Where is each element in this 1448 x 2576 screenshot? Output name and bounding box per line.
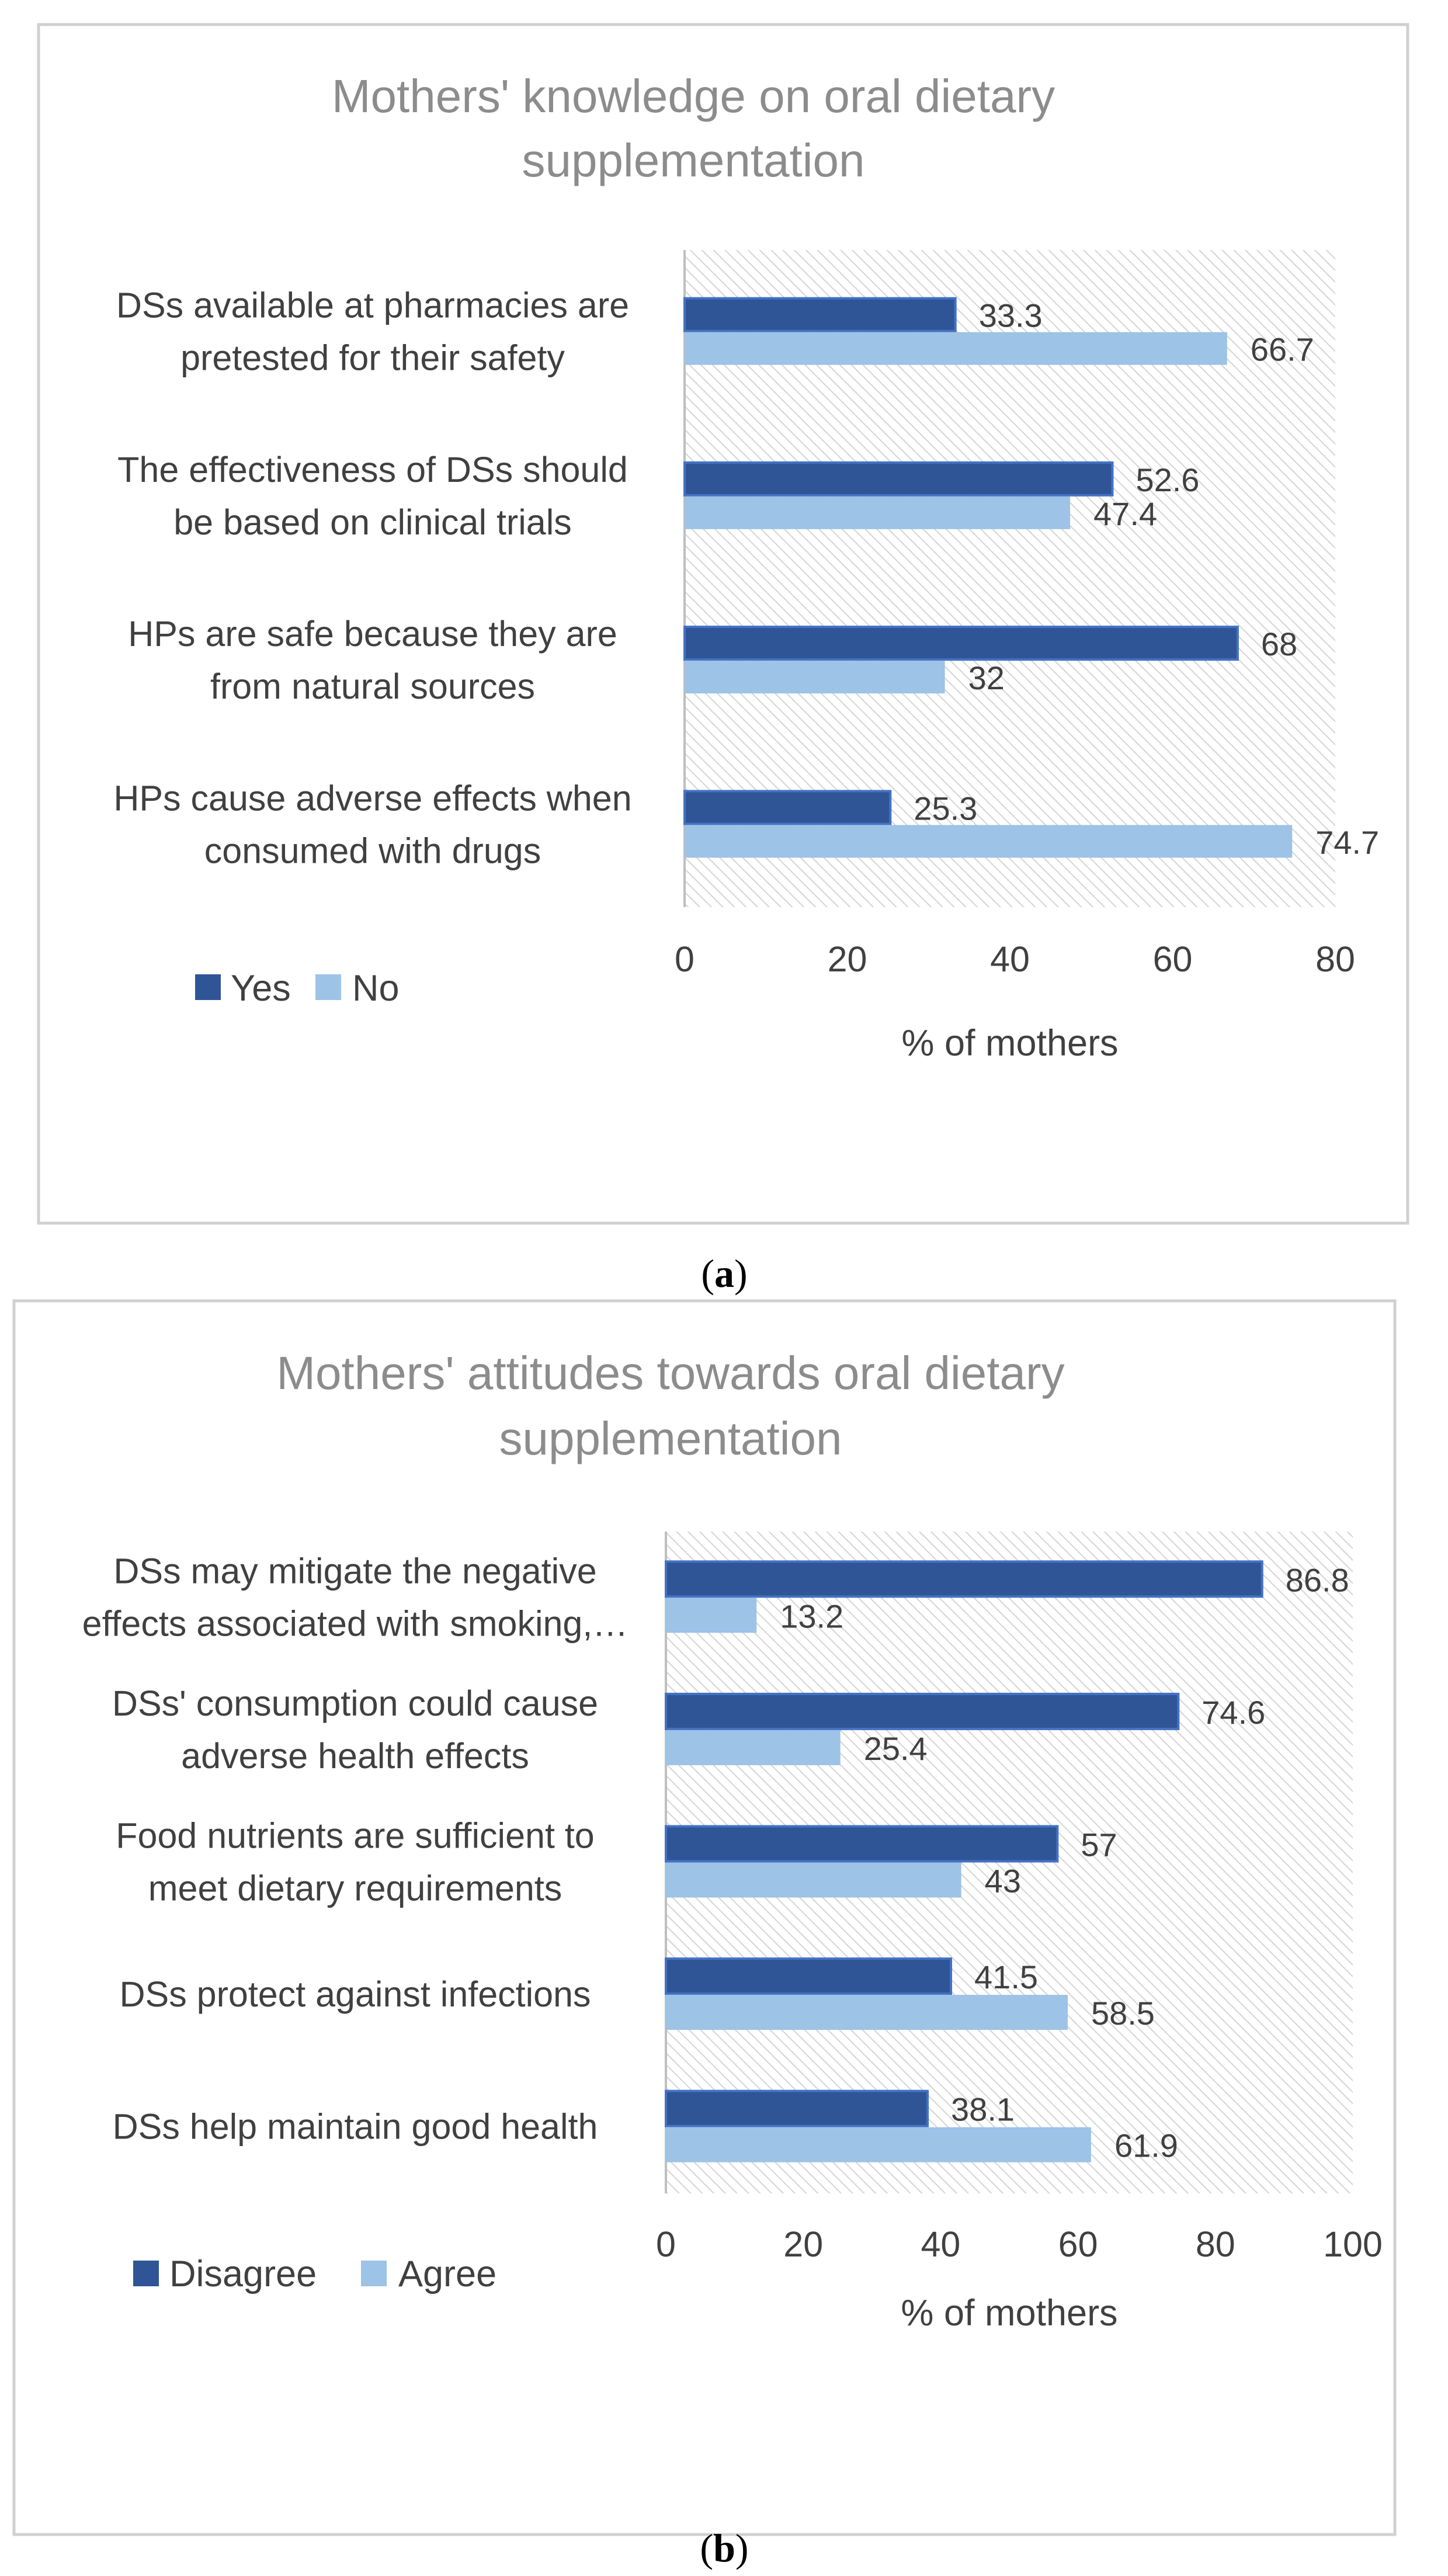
chart-b-data-label: 86.8	[1286, 1561, 1349, 1598]
chart-a-bar-no	[685, 825, 1293, 858]
chart-a-category-label: from natural sources	[210, 666, 535, 706]
chart-b-x-tick-label: 100	[1323, 2224, 1383, 2264]
chart-b-title-line2: supplementation	[499, 1412, 842, 1464]
chart-a-category-label: HPs are safe because they are	[128, 614, 617, 654]
chart-b-title-line1: Mothers' attitudes towards oral dietary	[276, 1347, 1064, 1399]
chart-b-x-tick-label: 20	[783, 2224, 823, 2264]
chart-b-x-tick-label: 0	[656, 2224, 676, 2264]
chart-b-category-label: meet dietary requirements	[148, 1869, 562, 1908]
chart-a-bar-no	[685, 332, 1227, 365]
chart-a-bar-yes	[683, 626, 1239, 661]
chart-b-bar-agree	[666, 1862, 961, 1898]
chart-b-legend: Disagree Agree	[133, 2254, 496, 2294]
chart-b-data-label: 74.6	[1202, 1694, 1265, 1731]
chart-b-data-label: 61.9	[1114, 2127, 1178, 2164]
chart-a-bar-yes	[683, 461, 1114, 497]
chart-b-bar-disagree	[665, 1692, 1180, 1730]
chart-b-bar-disagree	[665, 1957, 953, 1995]
chart-a-data-label: 52.6	[1136, 461, 1199, 498]
chart-a-bar-yes	[683, 297, 957, 332]
chart-a-category-label: HPs cause adverse effects when	[113, 778, 631, 818]
chart-b-category-label: DSs help maintain good health	[113, 2107, 598, 2147]
chart-a-x-axis-title: % of mothers	[901, 1023, 1118, 1064]
legend-label-yes: Yes	[231, 968, 291, 1009]
chart-b-bar-agree	[666, 1598, 757, 1633]
chart-b-data-label: 58.5	[1091, 1995, 1155, 2032]
legend-label-agree: Agree	[398, 2254, 496, 2294]
chart-b-x-tick-label: 80	[1196, 2224, 1235, 2264]
chart-b-bar-agree	[666, 1730, 841, 1765]
chart-b-category-label: Food nutrients are sufficient to	[116, 1816, 594, 1856]
chart-a-bar-no	[685, 661, 945, 694]
chart-a-title-line2: supplementation	[522, 134, 864, 186]
chart-b-data-label: 38.1	[951, 2091, 1015, 2128]
chart-a-x-tick-label: 80	[1315, 939, 1355, 979]
chart-a-x-tick-label: 0	[675, 939, 695, 979]
chart-a-bar-no	[685, 496, 1071, 529]
chart-b-category-label: DSs' consumption could cause	[112, 1683, 598, 1723]
chart-b-data-label: 41.5	[974, 1959, 1038, 1995]
chart-b-data-label: 43	[985, 1863, 1021, 1900]
chart-a-category-label: DSs available at pharmacies are	[116, 286, 629, 325]
legend-swatch-agree	[361, 2261, 387, 2286]
chart-b-x-axis-title: % of mothers	[901, 2293, 1117, 2334]
chart-a-x-tick-label: 40	[990, 939, 1030, 979]
chart-a-x-tick-label: 20	[828, 939, 867, 979]
chart-b-data-label: 57	[1081, 1827, 1117, 1863]
chart-a-data-label: 68	[1261, 626, 1297, 662]
panel-label-a: (a)	[701, 1251, 747, 1296]
chart-a-category-label: The effectiveness of DSs should	[117, 450, 628, 489]
chart-a-category-label: be based on clinical trials	[173, 502, 572, 542]
chart-b-bar-agree	[666, 1995, 1068, 2030]
chart-b-bar-agree	[666, 2127, 1091, 2162]
chart-a-data-label: 32	[968, 659, 1005, 696]
chart-b-x-tick-label: 40	[921, 2224, 960, 2264]
chart-a-bar-yes	[683, 790, 892, 825]
chart-b-data-label: 25.4	[864, 1730, 928, 1767]
chart-b-category-label: DSs protect against infections	[120, 1974, 591, 2014]
chart-a-data-label: 25.3	[914, 790, 977, 827]
chart-a-category-label: pretested for their safety	[180, 338, 565, 378]
chart-a-x-tick-label: 60	[1153, 939, 1193, 979]
chart-b-category-label: effects associated with smoking,…	[82, 1603, 628, 1643]
chart-b-x-tick-label: 60	[1058, 2224, 1098, 2264]
legend-swatch-disagree	[133, 2261, 159, 2286]
chart-a-legend: Yes No	[195, 968, 400, 1009]
legend-swatch-yes	[195, 974, 221, 1000]
chart-b-bar-disagree	[665, 1560, 1263, 1598]
legend-label-no: No	[352, 968, 400, 1009]
chart-a-data-label: 47.4	[1093, 495, 1157, 532]
chart-b-data-label: 13.2	[780, 1598, 843, 1634]
chart-a-title-line1: Mothers' knowledge on oral dietary	[332, 70, 1055, 122]
chart-a-data-label: 74.7	[1315, 824, 1379, 860]
chart-b-category-label: DSs may mitigate the negative	[113, 1551, 596, 1591]
chart-a-category-label: consumed with drugs	[204, 831, 541, 870]
panel-label-b: (b)	[700, 2526, 748, 2570]
chart-b-bar-disagree	[665, 2089, 929, 2127]
chart-a-data-label: 33.3	[979, 297, 1043, 334]
legend-label-disagree: Disagree	[169, 2254, 317, 2294]
chart-b-bar-disagree	[665, 1825, 1059, 1863]
legend-swatch-no	[315, 974, 341, 1000]
chart-a-data-label: 66.7	[1251, 331, 1314, 368]
chart-b-category-label: adverse health effects	[181, 1736, 529, 1776]
